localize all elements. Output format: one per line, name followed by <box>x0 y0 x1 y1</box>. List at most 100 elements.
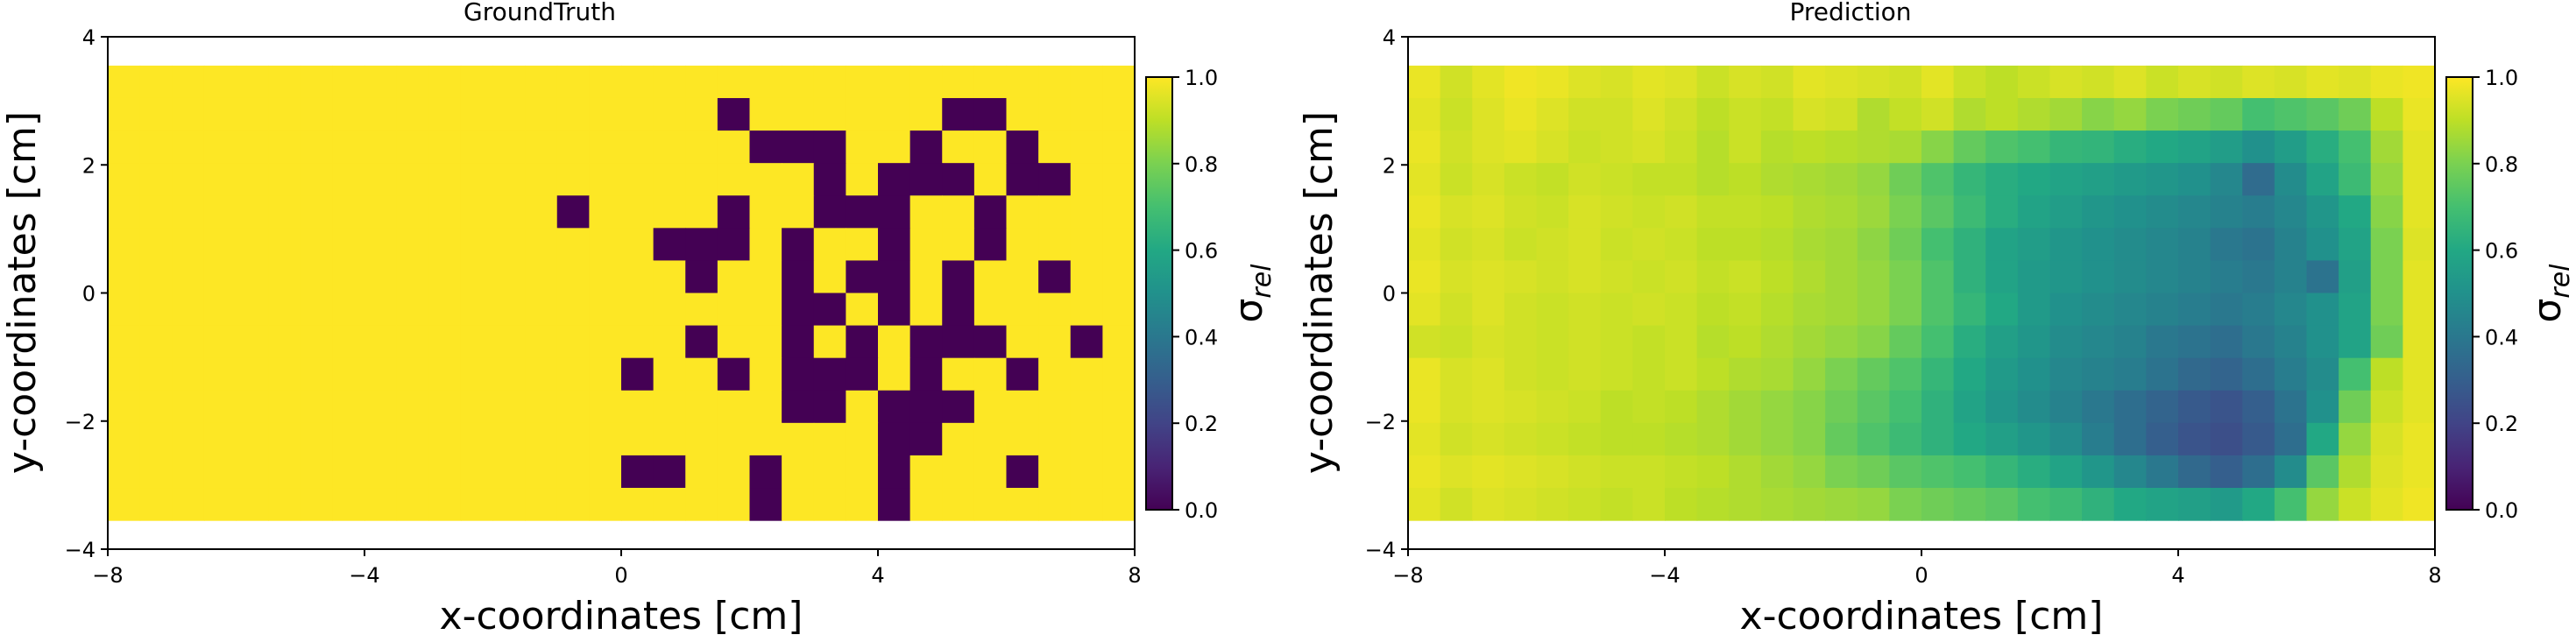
heatmap-cell <box>236 390 269 424</box>
heatmap-cell <box>2306 293 2339 327</box>
heatmap-cell <box>942 455 975 489</box>
heatmap-cell <box>203 131 237 164</box>
y-axis: −4 −2 0 2 4 <box>65 25 108 562</box>
heatmap-cell <box>2017 422 2051 456</box>
heatmap-cell <box>653 97 686 131</box>
heatmap-cell <box>2274 488 2308 521</box>
heatmap-cell <box>2274 65 2308 99</box>
heatmap-cell <box>396 422 429 456</box>
heatmap-cell <box>108 488 141 521</box>
heatmap-cell <box>1504 488 1538 521</box>
heatmap-cell <box>2210 390 2243 424</box>
colorbar-tick-label: 0.6 <box>2485 239 2518 264</box>
heatmap-cell <box>1793 163 1826 196</box>
heatmap-cell <box>396 455 429 489</box>
heatmap-cell <box>1857 422 1890 456</box>
heatmap-cell <box>2306 390 2339 424</box>
heatmap-cell <box>1504 325 1538 359</box>
heatmap-cell <box>973 488 1008 521</box>
heatmap-cell <box>2339 390 2372 424</box>
x-tick-label: 8 <box>2428 563 2441 588</box>
heatmap-cell <box>1038 455 1072 489</box>
heatmap-cell <box>717 357 751 392</box>
heatmap-cell <box>2017 488 2051 521</box>
heatmap-cell <box>2082 325 2115 359</box>
heatmap-cell <box>1070 293 1103 327</box>
heatmap-cell <box>1006 97 1039 131</box>
heatmap-cell <box>1568 163 1602 196</box>
heatmap-cell <box>1825 488 1858 521</box>
heatmap-cell <box>717 390 751 424</box>
heatmap-cell <box>2242 131 2275 164</box>
heatmap-cell <box>300 131 333 164</box>
heatmap-cell <box>1632 97 1666 131</box>
heatmap-cell <box>2210 163 2243 196</box>
heatmap-cell <box>2370 357 2403 392</box>
heatmap-cell <box>460 97 494 131</box>
heatmap-cell <box>236 97 269 131</box>
heatmap-cell <box>1102 325 1136 359</box>
heatmap-cell <box>813 131 846 164</box>
heatmap-cell <box>1665 65 1698 99</box>
heatmap-cells <box>108 65 1136 521</box>
heatmap-cells <box>1408 65 2436 521</box>
heatmap-cell <box>653 357 686 392</box>
heatmap-cell <box>1440 163 1473 196</box>
heatmap-cell <box>460 455 494 489</box>
heatmap-cell <box>1006 488 1039 521</box>
heatmap-cell <box>1921 97 1955 131</box>
colorbar-label: σrel <box>1227 264 1277 323</box>
heatmap-cell <box>2113 422 2147 456</box>
heatmap-cell <box>1696 455 1730 489</box>
heatmap-cell <box>1600 228 1633 262</box>
heatmap-cell <box>364 228 398 262</box>
heatmap-cell <box>1504 293 1538 327</box>
heatmap-cell <box>1889 131 1922 164</box>
heatmap-cell <box>1760 488 1794 521</box>
heatmap-cell <box>1985 195 2019 229</box>
heatmap-cell <box>2403 422 2436 456</box>
heatmap-cell <box>1921 163 1955 196</box>
heatmap-cell <box>1953 422 1986 456</box>
heatmap-cell <box>942 131 975 164</box>
colorbar-tick-label: 1.0 <box>1185 66 1218 90</box>
heatmap-cell <box>2178 357 2212 392</box>
heatmap-cell <box>1632 325 1666 359</box>
heatmap-cell <box>396 97 429 131</box>
heatmap-cell <box>1889 163 1922 196</box>
heatmap-cell <box>1729 260 1762 294</box>
heatmap-cell <box>685 97 718 131</box>
heatmap-cell <box>2242 195 2275 229</box>
heatmap-cell <box>685 260 718 294</box>
heatmap-cell <box>1760 390 1794 424</box>
heatmap-cell <box>846 163 879 196</box>
heatmap-cell <box>1985 325 2019 359</box>
heatmap-cell <box>2146 455 2179 489</box>
heatmap-cell <box>1568 325 1602 359</box>
heatmap-cell <box>1504 228 1538 262</box>
heatmap-cell <box>203 65 237 99</box>
heatmap-cell <box>1632 131 1666 164</box>
heatmap-cell <box>1006 195 1039 229</box>
heatmap-cell <box>1793 131 1826 164</box>
heatmap-cell <box>1953 325 1986 359</box>
heatmap-cell <box>1408 455 1441 489</box>
heatmap-cell <box>2339 163 2372 196</box>
heatmap-cell <box>525 195 558 229</box>
y-tick-label: −2 <box>65 410 96 434</box>
heatmap-cell <box>589 131 622 164</box>
y-axis: −4 −2 0 2 4 <box>1365 25 1408 562</box>
heatmap-cell <box>1408 163 1441 196</box>
heatmap-cell <box>2370 260 2403 294</box>
y-tick-label: 4 <box>82 25 96 50</box>
heatmap-cell <box>203 422 237 456</box>
heatmap-cell <box>1070 163 1103 196</box>
heatmap-cell <box>139 357 173 392</box>
heatmap-cell <box>203 163 237 196</box>
heatmap-cell <box>2210 488 2243 521</box>
heatmap-cell <box>1472 195 1505 229</box>
heatmap-cell <box>236 455 269 489</box>
heatmap-cell <box>2306 325 2339 359</box>
heatmap-cell <box>1408 488 1441 521</box>
x-axis: −8 −4 0 4 8 <box>92 549 1142 588</box>
